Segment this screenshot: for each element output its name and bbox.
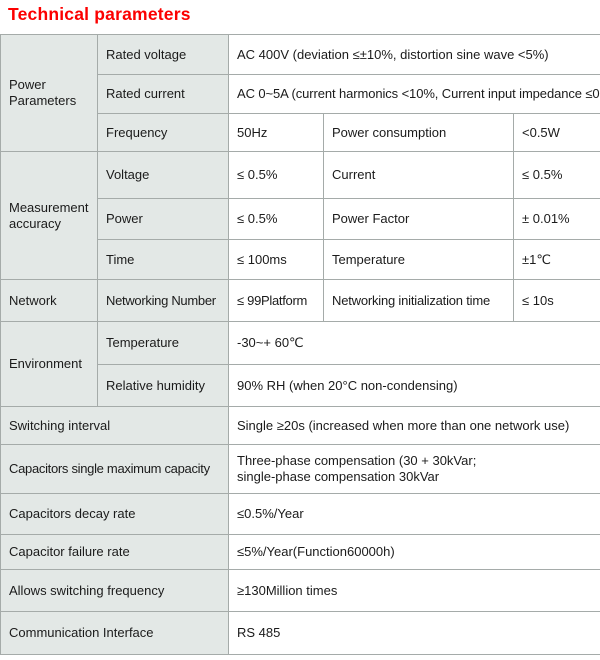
capacitors-max-capacity-label-cell: Capacitors single maximum capacity <box>0 444 229 494</box>
frequency-label-cell: Frequency <box>97 113 229 152</box>
row-accuracy-power: Power ≤ 0.5% Power Factor ± 0.01% <box>1 198 600 240</box>
accuracy-temperature-value-cell: ±1℃ <box>513 239 600 280</box>
measurement-accuracy-group-cell: Measurement accuracy <box>0 151 98 280</box>
rated-voltage-label-cell: Rated voltage <box>97 34 229 75</box>
relative-humidity-value-cell: 90% RH (when 20°C non-condensing) <box>228 364 600 407</box>
page-title: Technical parameters <box>8 4 191 24</box>
accuracy-voltage-value-cell: ≤ 0.5% <box>228 151 324 199</box>
power-factor-value-cell: ± 0.01% <box>513 198 600 240</box>
row-rated-voltage: Power Parameters Rated voltage AC 400V (… <box>0 34 600 152</box>
row-communication-interface: Communication Interface RS 485 <box>0 611 600 655</box>
frequency-value-cell: 50Hz <box>228 113 324 152</box>
networking-init-time-label-cell: Networking initialization time <box>323 279 514 322</box>
row-network: Network Networking Number ≤ 99Platform N… <box>0 279 600 322</box>
capacitors-decay-rate-value-cell: ≤0.5%/Year <box>228 493 600 535</box>
row-accuracy-voltage: Measurement accuracy Voltage ≤ 0.5% Curr… <box>0 151 600 280</box>
communication-interface-value-cell: RS 485 <box>228 611 600 655</box>
switching-interval-value-cell: Single ≥20s (increased when more than on… <box>228 406 600 445</box>
switching-frequency-label-cell: Allows switching frequency <box>0 569 229 612</box>
capacitor-failure-rate-label-cell: Capacitor failure rate <box>0 534 229 570</box>
technical-parameters-table: Power Parameters Rated voltage AC 400V (… <box>0 34 600 655</box>
environment-group-cell: Environment <box>0 321 98 407</box>
env-temperature-label-cell: Temperature <box>97 321 229 365</box>
env-temperature-value-cell: -30~+ 60℃ <box>228 321 600 365</box>
networking-number-label-cell: Networking Number <box>97 279 229 322</box>
accuracy-current-value-cell: ≤ 0.5% <box>513 151 600 199</box>
capacitor-failure-rate-value-cell: ≤5%/Year(Function60000h) <box>228 534 600 570</box>
network-group-cell: Network <box>0 279 98 322</box>
relative-humidity-label-cell: Relative humidity <box>97 364 229 407</box>
accuracy-time-value-cell: ≤ 100ms <box>228 239 324 280</box>
rated-current-value-cell: AC 0~5A (current harmonics <10%, Current… <box>228 74 600 114</box>
row-env-humidity: Relative humidity 90% RH (when 20°C non-… <box>1 364 600 407</box>
networking-number-value-cell: ≤ 99Platform <box>228 279 324 322</box>
rated-voltage-value-cell: AC 400V (deviation ≤±10%, distortion sin… <box>228 34 600 75</box>
rated-current-label-cell: Rated current <box>97 74 229 114</box>
power-consumption-value-cell: <0.5W <box>513 113 600 152</box>
row-capacitors-max-capacity: Capacitors single maximum capacity Three… <box>0 444 600 494</box>
accuracy-time-label-cell: Time <box>97 239 229 280</box>
accuracy-temperature-label-cell: Temperature <box>323 239 514 280</box>
row-env-temperature: Environment Temperature -30~+ 60℃ <box>0 321 600 407</box>
row-accuracy-time: Time ≤ 100ms Temperature ±1℃ <box>1 239 600 280</box>
power-factor-label-cell: Power Factor <box>323 198 514 240</box>
accuracy-current-label-cell: Current <box>323 151 514 199</box>
accuracy-power-label-cell: Power <box>97 198 229 240</box>
networking-init-time-value-cell: ≤ 10s <box>513 279 600 322</box>
capacitors-decay-rate-label-cell: Capacitors decay rate <box>0 493 229 535</box>
row-switching-interval: Switching interval Single ≥20s (increase… <box>0 406 600 445</box>
capacitors-max-capacity-value-cell: Three-phase compensation (30 + 30kVar; s… <box>228 444 600 494</box>
power-parameters-group-cell: Power Parameters <box>0 34 98 152</box>
switching-frequency-value-cell: ≥130Million times <box>228 569 600 612</box>
row-capacitor-failure-rate: Capacitor failure rate ≤5%/Year(Function… <box>0 534 600 570</box>
accuracy-power-value-cell: ≤ 0.5% <box>228 198 324 240</box>
row-rated-current: Rated current AC 0~5A (current harmonics… <box>1 74 600 114</box>
power-consumption-label-cell: Power consumption <box>323 113 514 152</box>
row-switching-frequency: Allows switching frequency ≥130Million t… <box>0 569 600 612</box>
switching-interval-label-cell: Switching interval <box>0 406 229 445</box>
communication-interface-label-cell: Communication Interface <box>0 611 229 655</box>
row-frequency: Frequency 50Hz Power consumption <0.5W <box>1 113 600 152</box>
row-capacitors-decay-rate: Capacitors decay rate ≤0.5%/Year <box>0 493 600 535</box>
accuracy-voltage-label-cell: Voltage <box>97 151 229 199</box>
